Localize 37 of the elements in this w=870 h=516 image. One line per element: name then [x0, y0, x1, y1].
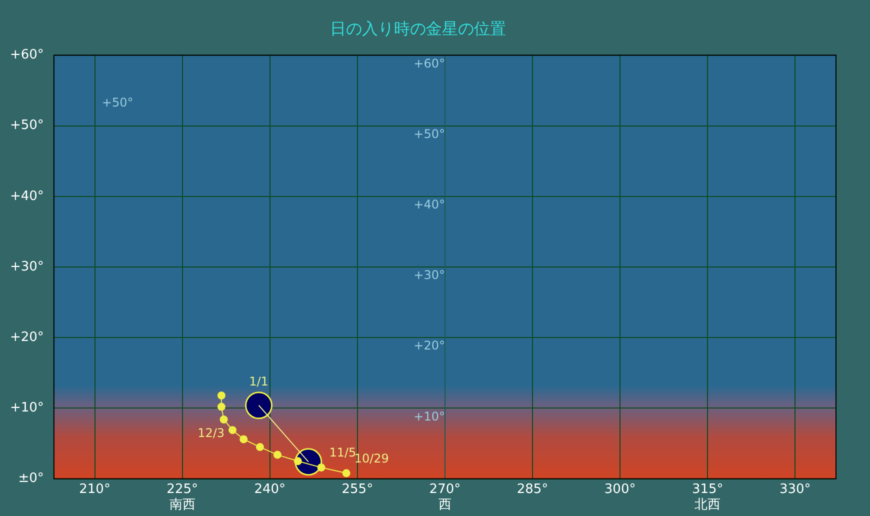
annotation: 11/5 — [329, 446, 356, 460]
point — [256, 443, 264, 452]
point — [228, 426, 237, 434]
x-tick-label: 270° 西 — [429, 482, 461, 513]
x-tick-label: 225° 南西 — [166, 482, 198, 513]
x-tick-label: 300° — [604, 482, 636, 497]
y2-tick-label: +20° — [414, 338, 445, 353]
y2-tick-label: +10° — [414, 409, 445, 424]
point — [294, 457, 302, 466]
y2-tick-label: +30° — [414, 268, 445, 282]
y2-tick-label: +40° — [414, 198, 445, 212]
y-tick-label: +40° — [10, 188, 44, 204]
annotation: 12/3 — [198, 426, 225, 440]
point — [342, 469, 350, 478]
annotation: 1/1 — [249, 374, 268, 388]
y-tick-label: ±0° — [18, 471, 44, 486]
point — [220, 415, 228, 424]
point — [317, 464, 326, 472]
point — [273, 450, 282, 459]
y-tick-label: +30° — [10, 259, 44, 274]
x-tick-label: 210° — [79, 482, 110, 497]
x-tick-label: 330° — [779, 482, 811, 497]
x-tick-label: 240° — [254, 482, 286, 497]
x-tick-label: 285° — [516, 482, 548, 497]
point — [217, 391, 226, 400]
chart-title: 日の入り時の金星の位置 — [330, 18, 506, 38]
x-tick-label: 315° 北西 — [692, 482, 724, 513]
point — [240, 435, 248, 444]
y-tick-label: +10° — [10, 400, 44, 416]
point — [217, 402, 226, 411]
y-tick-label: +20° — [10, 330, 44, 345]
annotation: +50° — [102, 95, 134, 110]
y2-tick-label: +60° — [414, 56, 445, 70]
y-tick-label: +60° — [10, 48, 44, 63]
x-tick-label: 255° — [342, 482, 374, 497]
y-tick-label: +50° — [10, 118, 44, 134]
y2-tick-label: +50° — [414, 126, 445, 141]
